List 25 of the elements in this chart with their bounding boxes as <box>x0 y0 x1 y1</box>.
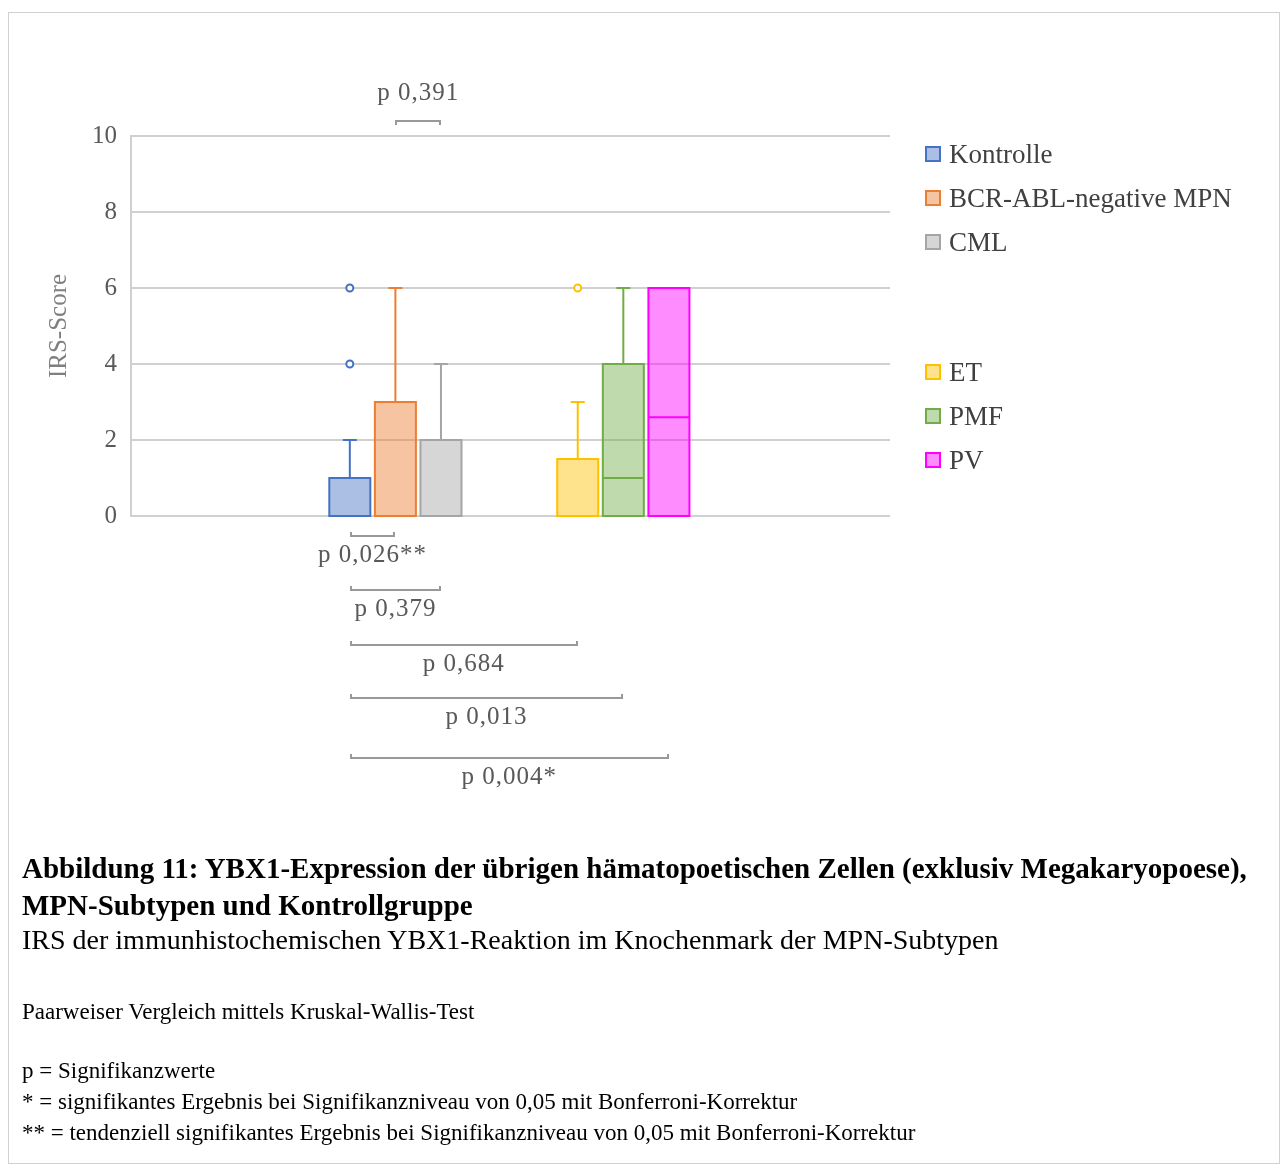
text: p 0,391 <box>377 78 460 106</box>
text: p 0,013 <box>445 702 528 730</box>
text: p 0,004* <box>461 762 558 790</box>
legend-label: BCR-ABL-negative MPN <box>949 182 1232 214</box>
y-axis-title: IRS-Score <box>43 273 71 379</box>
legend-label: PV <box>949 444 984 476</box>
legend-label: Kontrolle <box>949 138 1053 170</box>
legend-label: PMF <box>949 400 1004 432</box>
y-tick-label: 10 <box>92 120 117 148</box>
text: Paarweiser Vergleich mittels Kruskal-Wallis-Test <box>22 998 476 1026</box>
y-tick-label: 8 <box>104 196 117 224</box>
y-tick-label: 4 <box>104 348 118 376</box>
text: Abbildung 11: YBX1-Expression der übrigen hämatopoetischen Zellen (exklusiv Megakaryopoese), MPN-Subtypen und Kontrollgruppe <box>22 851 1248 923</box>
text: IRS der immunhistochemischen YBX1-Reaktion im Knochenmark der MPN-Subtypen <box>22 924 1000 956</box>
legend-label: ET <box>949 356 982 388</box>
text: p 0,379 <box>354 594 437 622</box>
legend-label: CML <box>949 226 1008 258</box>
y-tick-label: 2 <box>104 424 117 452</box>
text: ** = tendenziell signifikantes Ergebnis bei Signifikanzniveau von 0,05 mit Bonferroni-Korrektur <box>22 1119 917 1147</box>
text: * = signifikantes Ergebnis bei Signifikanzniveau von 0,05 mit Bonferroni-Korrektur <box>22 1088 799 1116</box>
y-tick-label: 0 <box>104 500 117 528</box>
text: p 0,026** <box>318 540 428 568</box>
text: p 0,684 <box>422 649 505 677</box>
text: p = Signifikanzwerte <box>22 1057 217 1085</box>
y-tick-label: 6 <box>104 272 117 300</box>
